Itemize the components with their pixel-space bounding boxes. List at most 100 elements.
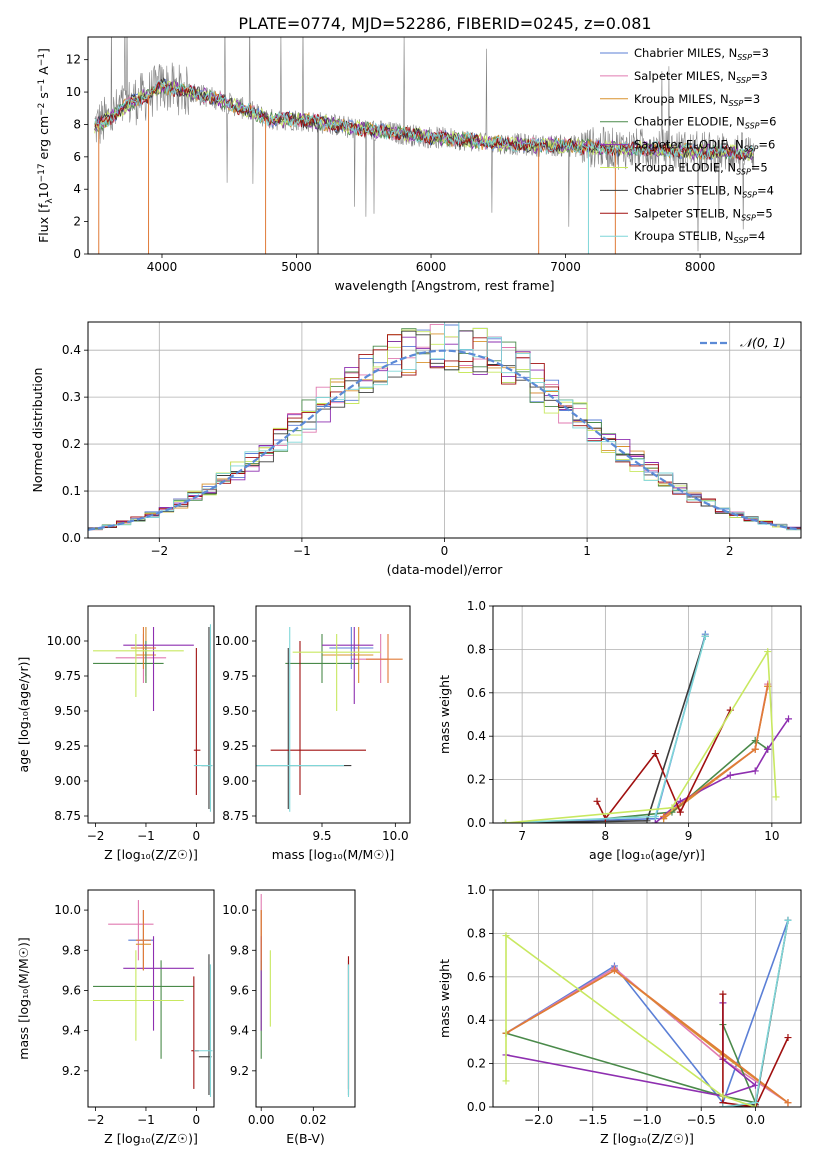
y-tick-label: 0.4 bbox=[62, 343, 81, 357]
spectrum-frame bbox=[87, 36, 802, 255]
errorbar-point bbox=[193, 964, 213, 1097]
y-tick-label: 1.0 bbox=[467, 883, 486, 897]
y-axis-label-part: −1 bbox=[37, 79, 47, 92]
errorbar-point bbox=[108, 900, 154, 961]
x-tick-label: 0 bbox=[441, 544, 449, 558]
y-tick-label: 0.4 bbox=[467, 1013, 486, 1027]
series-marker bbox=[719, 1092, 727, 1100]
mass-vs-Z-frame bbox=[87, 889, 215, 1108]
x-tick-label: −0.5 bbox=[687, 1113, 716, 1127]
y-axis-label: Flux [fλ10−17 erg cm−2 s−1 A−1] bbox=[36, 48, 55, 243]
age-vs-mass-frame bbox=[255, 605, 411, 824]
y-tick-label: 10.0 bbox=[222, 903, 249, 917]
x-tick-label: −2 bbox=[87, 1113, 105, 1127]
normal-legend-label: 𝒩(0, 1) bbox=[740, 335, 786, 350]
x-tick-label: 6000 bbox=[416, 260, 447, 274]
series-line bbox=[505, 1024, 757, 1104]
y-tick-label: 9.50 bbox=[222, 704, 249, 718]
series-marker bbox=[502, 1077, 510, 1085]
y-tick-label: 0 bbox=[73, 247, 81, 261]
legend-sub: SSP bbox=[729, 99, 744, 108]
y-tick-label: 10.00 bbox=[47, 634, 81, 648]
model-line-2 bbox=[94, 81, 754, 161]
series-marker bbox=[784, 1099, 792, 1107]
series-marker bbox=[784, 1034, 792, 1042]
legend-entry: Chabrier ELODIE, NSSP=6 bbox=[634, 115, 776, 131]
errorbar-point bbox=[93, 960, 194, 1059]
y-tick-label: 0.2 bbox=[467, 773, 486, 787]
errorbar-point bbox=[123, 627, 194, 711]
y-tick-label: 6 bbox=[73, 150, 81, 164]
x-tick-label: −2 bbox=[87, 829, 105, 843]
y-tick-label: 9.75 bbox=[222, 669, 249, 683]
legend-name: Chabrier ELODIE, N bbox=[634, 115, 745, 129]
series-marker bbox=[751, 767, 759, 775]
figure-title: PLATE=0774, MJD=52286, FIBERID=0245, z=0… bbox=[238, 14, 651, 33]
legend-sub: SSP bbox=[736, 76, 751, 85]
legend-n: =6 bbox=[758, 138, 775, 152]
mass-weight-vs-age-frame bbox=[492, 605, 802, 824]
y-tick-label: 9.8 bbox=[62, 943, 81, 957]
axes-age-vs-Z: −2 −1 0 8.75 9.00 9.25 9.50 9.75 10.00 Z [log₁₀(Z… bbox=[16, 634, 200, 862]
legend-name: Salpeter ELODIE, N bbox=[634, 138, 744, 152]
legend-entry: Salpeter ELODIE, NSSP=6 bbox=[634, 138, 775, 154]
x-tick-label: 7000 bbox=[550, 260, 581, 274]
legend-entry: Kroupa MILES, NSSP=3 bbox=[634, 92, 760, 108]
y-tick-label: 9.00 bbox=[54, 774, 81, 788]
y-tick-label: 0.8 bbox=[467, 926, 486, 940]
y-tick-label: 9.6 bbox=[230, 983, 249, 997]
series-marker bbox=[719, 1103, 727, 1107]
x-tick-label: 10.0 bbox=[382, 829, 409, 843]
series-line bbox=[505, 649, 777, 823]
series-line bbox=[663, 686, 769, 820]
series-marker bbox=[651, 819, 659, 823]
y-tick-label: 10.0 bbox=[54, 903, 81, 917]
series-marker bbox=[701, 632, 709, 640]
legend-n: =3 bbox=[743, 92, 760, 106]
lines-mass-weight-vs-Z bbox=[502, 916, 792, 1107]
x-tick-label: 8 bbox=[602, 829, 610, 843]
series-marker bbox=[501, 819, 509, 823]
errorbar-point bbox=[198, 954, 212, 1095]
series-marker bbox=[784, 916, 792, 924]
y-tick-label: 0.6 bbox=[467, 686, 486, 700]
series-line bbox=[505, 934, 756, 1107]
errorbar-point bbox=[285, 634, 359, 683]
errorbar-point bbox=[256, 627, 344, 812]
errorbar-point bbox=[366, 634, 403, 683]
y-axis-label: age [log₁₀(age/yr)] bbox=[16, 657, 31, 773]
x-tick-label: 0.0 bbox=[746, 1113, 765, 1127]
errorbar-point bbox=[93, 634, 184, 697]
x-tick-label: −1 bbox=[293, 544, 311, 558]
errorbars-age-vs-mass bbox=[256, 627, 403, 812]
legend-sub: SSP bbox=[737, 53, 752, 62]
y-axis-label-part: −1 bbox=[37, 53, 47, 66]
series-line bbox=[722, 994, 789, 1107]
series-line bbox=[505, 967, 789, 1104]
x-axis-label: E(B-V) bbox=[286, 1131, 325, 1146]
legend-entry: Salpeter STELIB, NSSP=5 bbox=[634, 206, 773, 222]
errorbar-point bbox=[130, 627, 157, 669]
y-axis-label-part: erg cm bbox=[36, 116, 51, 164]
series-marker bbox=[502, 932, 510, 940]
x-tick-label: 4000 bbox=[147, 260, 178, 274]
series-marker bbox=[676, 808, 684, 816]
axes-mass-vs-Z: −2 −1 0 9.2 9.4 9.6 9.8 10.0 Z [log₁₀(Z/Z☉)] mass… bbox=[16, 903, 200, 1146]
x-tick-label: −1 bbox=[137, 829, 155, 843]
y-tick-label: 12 bbox=[66, 53, 81, 67]
y-tick-label: 9.2 bbox=[230, 1064, 249, 1078]
normal-curve bbox=[88, 349, 799, 531]
legend-n: =3 bbox=[751, 69, 768, 83]
errorbar-point bbox=[329, 627, 374, 669]
x-axis-label: (data-model)/error bbox=[387, 562, 504, 577]
y-tick-label: 0.8 bbox=[467, 642, 486, 656]
model-line-4 bbox=[94, 81, 754, 161]
y-tick-label: 0.2 bbox=[467, 1057, 486, 1071]
x-tick-label: −2 bbox=[150, 544, 168, 558]
x-tick-label: 0.00 bbox=[248, 1113, 275, 1127]
y-axis-label: Normed distribution bbox=[30, 368, 45, 493]
y-axis-label-part: 10 bbox=[36, 182, 51, 198]
series-marker bbox=[719, 990, 727, 998]
y-tick-label: 8.75 bbox=[54, 809, 81, 823]
